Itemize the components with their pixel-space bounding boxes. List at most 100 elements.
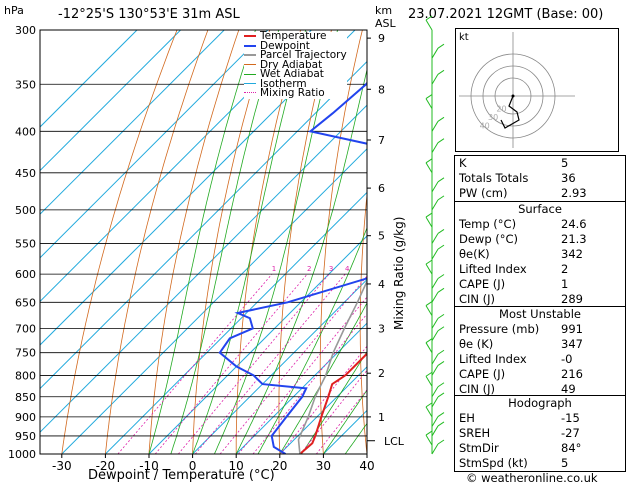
wind-barb	[431, 69, 445, 85]
dry-adiabat-line	[436, 30, 455, 454]
wind-barb	[431, 43, 445, 59]
wind-barb-flag	[425, 430, 433, 436]
wind-barb	[425, 430, 433, 446]
mixing-ratio-label: 8	[386, 265, 390, 273]
wind-barb-staff	[431, 142, 439, 153]
pressure-tick-label: 350	[15, 78, 36, 91]
lcl-label: LCL	[384, 435, 404, 448]
row-value: -15	[561, 411, 580, 425]
isotherm-line	[148, 235, 367, 454]
wind-barb	[431, 392, 445, 408]
footer-credit[interactable]: © weatheronline.co.uk	[466, 471, 598, 485]
wind-barb	[431, 177, 445, 193]
wind-barb-staff	[431, 416, 439, 427]
table-row: StmSpd (kt) 5	[455, 456, 625, 471]
datetime-title: 23.07.2021 12GMT (Base: 00)	[408, 7, 604, 22]
legend-label: Wet Adiabat	[260, 68, 324, 80]
x-tick-label: 20	[272, 459, 287, 473]
hodograph-ring-label: 40	[480, 121, 490, 130]
legend-item-temperature: Temperature	[244, 31, 347, 42]
table-row: Temp (°C) 24.6	[455, 217, 625, 232]
row-label: CIN (J)	[459, 382, 496, 396]
pressure-tick-label: 300	[15, 24, 36, 37]
km-tick-label: 6	[378, 182, 385, 195]
wind-barb-staff	[425, 342, 433, 353]
row-value: -0	[561, 352, 573, 366]
legend-label: Isotherm	[260, 77, 307, 90]
wind-barb	[431, 421, 445, 437]
legend-swatch	[244, 54, 256, 56]
wind-barb-flag	[437, 177, 445, 183]
row-value: 24.6	[561, 217, 587, 231]
legend-swatch	[244, 44, 256, 47]
legend-swatch	[244, 73, 256, 75]
wind-barb-staff	[425, 162, 433, 174]
legend-item-dry-adiabat: Dry Adiabat	[244, 59, 347, 71]
wet-adiabat-line	[148, 30, 256, 454]
wind-barb-flag	[425, 212, 433, 218]
wind-barb	[431, 229, 445, 244]
row-value: 216	[561, 367, 583, 381]
wind-barb	[431, 382, 445, 398]
hodograph-table: Hodograph EH -15 SREH -27 StmDir 84° StmSpd…	[454, 395, 626, 472]
hodograph-origin	[511, 94, 515, 98]
wind-barb-flag	[425, 338, 433, 344]
x-tick-label: -30	[52, 459, 72, 473]
hodograph-title: Hodograph	[508, 396, 572, 410]
wind-barb-staff	[425, 375, 433, 387]
row-label: StmSpd (kt)	[459, 456, 528, 470]
isotherm-line	[40, 60, 367, 390]
mixing-ratio-line	[252, 313, 367, 454]
wind-barb-staff	[425, 305, 433, 316]
row-value: 84°	[561, 441, 582, 455]
mixing-ratio-label: 6	[368, 265, 373, 273]
row-label: EH	[459, 411, 475, 425]
wind-barb	[431, 361, 445, 376]
wind-barb	[425, 158, 433, 174]
k-label: K	[459, 156, 467, 170]
surface-title: Surface	[518, 202, 562, 216]
wind-barb	[425, 259, 433, 275]
pw-label: PW (cm)	[459, 186, 508, 200]
wet-adiabat-line	[323, 389, 367, 454]
k-value: 5	[561, 156, 569, 170]
legend-label: Parcel Trajectory	[260, 49, 347, 61]
location-title: -12°25'S 130°53'E 31m ASL	[58, 7, 240, 22]
table-row: CAPE (J) 1	[455, 277, 625, 292]
row-label: Temp (°C)	[459, 217, 517, 231]
wind-barb-flag	[437, 287, 445, 293]
table-row: EH -15	[455, 411, 625, 426]
wind-barb-staff	[425, 263, 433, 275]
wind-barb	[431, 349, 445, 365]
wind-barb	[425, 402, 433, 418]
wind-barb-flag	[425, 259, 433, 265]
wind-barb-flag	[425, 94, 433, 99]
row-value: 21.3	[561, 232, 587, 246]
legend-swatch	[244, 83, 256, 84]
row-label: CAPE (J)	[459, 367, 506, 381]
wind-barb	[431, 287, 445, 303]
wind-barb-staff	[431, 248, 439, 260]
wind-barb-flag	[437, 116, 445, 122]
wind-barb	[431, 274, 445, 289]
legend-swatch	[244, 35, 256, 37]
dry-adiabat-line	[61, 30, 178, 454]
isotherm-line	[40, 30, 138, 128]
series-temperature	[299, 352, 367, 454]
isotherm-line	[40, 30, 225, 215]
pressure-tick-label: 1000	[8, 448, 36, 461]
km-tick-label: 7	[378, 134, 385, 147]
wind-barb-flag	[425, 158, 433, 164]
pressure-tick-label: 500	[15, 204, 36, 217]
mixing-ratio-label: 2	[307, 265, 311, 273]
table-row: SREH -27	[455, 426, 625, 441]
mixing-ratio-line	[238, 296, 367, 454]
wind-barb	[431, 439, 445, 455]
legend-label: Dewpoint	[260, 39, 310, 52]
isotherm-line	[40, 104, 367, 433]
row-label: Pressure (mb)	[459, 322, 540, 336]
wind-barb-flag	[437, 439, 445, 445]
wind-barb-staff	[431, 47, 439, 59]
